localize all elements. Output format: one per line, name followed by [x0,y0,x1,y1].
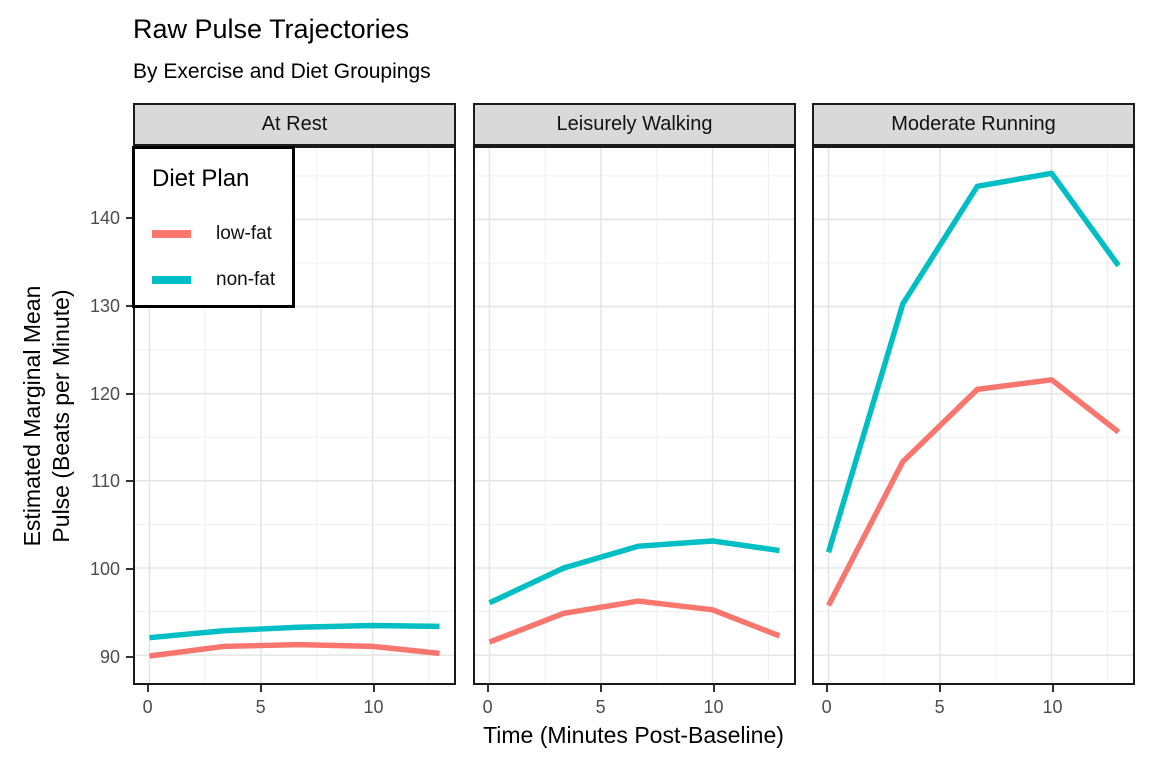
trajectory-line-non-fat [149,622,440,641]
trajectory-line-low-fat [488,598,781,645]
legend-key-line [152,230,191,238]
facet-strip-label: Moderate Running [891,113,1056,135]
y-axis-tick [126,568,133,571]
y-tick-label: 120 [89,383,120,404]
trajectory-line-non-fat [825,170,1121,554]
x-axis-title: Time (Minutes Post-Baseline) [483,722,784,748]
x-tick-label: 5 [595,697,606,717]
trajectory-line-low-fat [826,377,1121,607]
legend-entry-non-fat: non-fat [152,269,276,290]
facet-strip: At Rest [133,103,456,146]
facet-strip: Moderate Running [812,103,1135,146]
x-tick-label: 10 [363,697,384,717]
x-axis-tick [372,685,375,692]
legend-title: Diet Plan [152,165,250,192]
x-tick-label: 10 [1042,697,1063,717]
x-tick-label: 5 [934,697,945,717]
y-axis-title-line1: Estimated Marginal Mean [19,285,45,547]
y-axis-tick [126,392,133,395]
x-axis-tick [486,685,489,692]
x-tick-label: 0 [142,697,153,717]
x-axis-tick [1051,685,1054,692]
y-tick-label: 100 [89,559,120,580]
y-axis-tick [126,304,133,307]
trajectory-line-non-fat [488,538,780,606]
facet-panel [812,146,1135,685]
x-axis-tick [259,685,262,692]
facet-panel-canvas [814,148,1133,683]
y-axis-tick [126,216,133,219]
x-axis-tick [599,685,602,692]
facet-panel [473,146,796,685]
x-tick-label: 0 [482,697,493,717]
y-axis-tick [126,480,133,483]
legend-entry-label: non-fat [216,269,276,290]
y-tick-label: 140 [89,207,120,228]
x-axis-tick [825,685,828,692]
chart-title: Raw Pulse Trajectories [133,14,410,44]
x-axis-tick [712,685,715,692]
chart-subtitle: By Exercise and Diet Groupings [133,60,431,83]
legend-key-line [152,276,191,284]
x-axis-tick [938,685,941,692]
x-tick-label: 10 [703,697,724,717]
x-tick-label: 0 [821,697,832,717]
y-tick-label: 130 [89,295,120,316]
facet-panel-canvas [475,148,794,683]
y-axis-title-line2: Pulse (Beats per Minute) [48,289,74,543]
facet-strip-label: Leisurely Walking [556,113,713,135]
y-axis-tick [126,655,133,658]
legend-entry-low-fat: low-fat [152,223,272,244]
legend: Diet Plan low-fat non-fat [132,146,295,308]
legend-entry-label: low-fat [216,223,272,244]
y-tick-label: 110 [91,471,120,492]
y-tick-label: 90 [99,646,120,667]
trajectory-line-low-fat [149,641,440,659]
facet-strip-label: At Rest [261,113,328,135]
x-axis-tick [146,685,149,692]
x-tick-label: 5 [255,697,266,717]
facet-strip: Leisurely Walking [473,103,796,146]
